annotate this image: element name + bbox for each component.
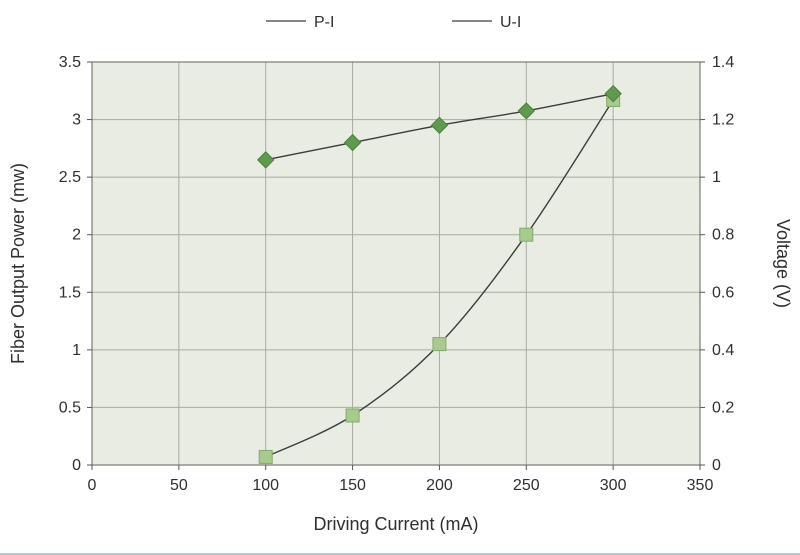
legend-label-P-I: P-I: [314, 14, 334, 31]
y-left-tick-label: 3.5: [59, 54, 81, 71]
y-left-tick-label: 1.5: [59, 284, 81, 301]
marker-square-P-I: [432, 337, 447, 352]
x-tick-label: 300: [600, 477, 627, 494]
y-right-tick-label: 0.2: [712, 399, 734, 416]
marker-square-P-I: [345, 408, 360, 423]
y-right-tick-label: 0.4: [712, 342, 734, 359]
x-tick-label: 150: [339, 477, 366, 494]
y-left-tick-label: 0.5: [59, 399, 81, 416]
marker-square-P-I: [519, 227, 534, 242]
y-left-tick-label: 2.5: [59, 169, 81, 186]
y-left-tick-label: 1: [72, 342, 81, 359]
y-left-tick-label: 2: [72, 227, 81, 244]
y-left-tick-label: 0: [72, 457, 81, 474]
x-tick-label: 100: [252, 477, 279, 494]
y-axis-title-left: Fiber Output Power (mw): [8, 163, 28, 364]
y-right-tick-label: 0.8: [712, 227, 734, 244]
x-tick-label: 0: [88, 477, 97, 494]
series-line-P-I: [265, 99, 614, 458]
marker-diamond-U-I: [257, 151, 275, 169]
y-axis-title-right: Voltage (V): [773, 219, 793, 308]
x-tick-label: 200: [426, 477, 453, 494]
x-tick-label: 350: [687, 477, 714, 494]
x-axis-title: Driving Current (mA): [313, 514, 478, 534]
y-right-tick-label: 1.4: [712, 54, 734, 71]
marker-diamond-U-I: [343, 133, 362, 152]
marker-square-P-I: [258, 449, 273, 464]
x-tick-label: 50: [170, 477, 188, 494]
plot-area: [92, 62, 700, 465]
x-tick-label: 250: [513, 477, 540, 494]
y-right-tick-label: 0.6: [712, 284, 734, 301]
plot-border: [91, 61, 701, 466]
y-right-tick-label: 0: [712, 457, 721, 474]
legend-label-U-I: U-I: [500, 14, 521, 31]
y-left-tick-label: 3: [72, 112, 81, 129]
y-right-tick-label: 1.2: [712, 112, 734, 129]
marker-diamond-U-I: [604, 84, 622, 103]
marker-diamond-U-I: [430, 116, 449, 135]
y-right-tick-label: 1: [712, 169, 721, 186]
marker-diamond-U-I: [517, 102, 535, 120]
